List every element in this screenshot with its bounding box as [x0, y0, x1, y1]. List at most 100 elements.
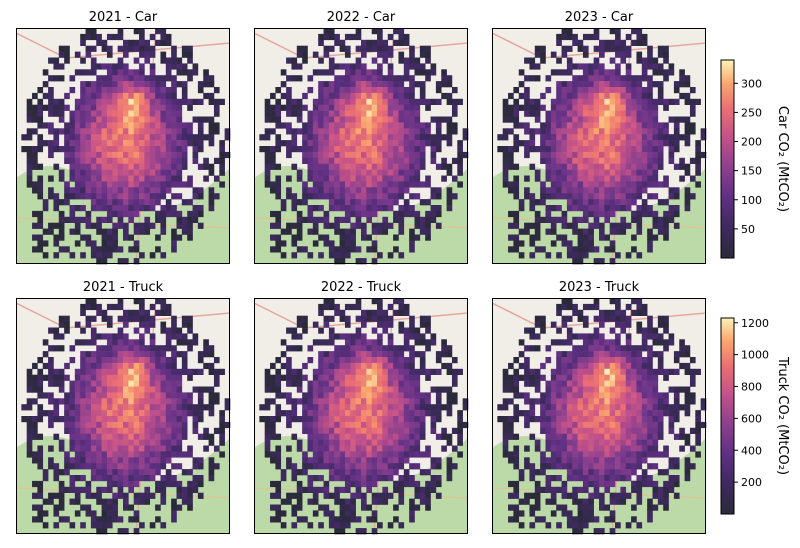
heatmap-cell [339, 486, 346, 493]
heatmap-cell [291, 398, 298, 405]
heatmap-cell [550, 222, 557, 229]
heatmap-cell [441, 427, 447, 434]
heatmap-cell [545, 87, 552, 94]
heatmap-cells [497, 298, 707, 535]
heatmap-cell [366, 216, 372, 223]
heatmap-cell [435, 140, 442, 147]
heatmap-cell [171, 463, 177, 470]
heatmap-cell [387, 33, 394, 41]
heatmap-cell [192, 140, 199, 147]
heatmap-cell [577, 75, 584, 82]
heatmap-cell [139, 87, 145, 94]
heatmap-cell [457, 410, 463, 417]
heatmap-cell [323, 504, 330, 511]
heatmap-cell [90, 69, 97, 76]
heatmap-cell [155, 39, 161, 46]
heatmap-cell [679, 386, 685, 393]
heatmap-cell [350, 228, 356, 235]
heatmap-cell [497, 416, 503, 423]
heatmap-cell [339, 134, 346, 141]
heatmap-cell [409, 321, 415, 328]
heatmap-cell [270, 92, 276, 100]
heatmap-cell [636, 427, 643, 434]
heatmap-cell [361, 45, 367, 52]
heatmap-cell [80, 252, 86, 259]
heatmap-cell [37, 163, 44, 170]
heatmap-cell [165, 205, 172, 212]
heatmap-cell [652, 404, 659, 411]
heatmap-cell [85, 339, 92, 346]
heatmap-cell [139, 439, 145, 446]
heatmap-cell [371, 104, 378, 111]
heatmap-cell [296, 386, 303, 393]
heatmap-cell [502, 98, 509, 105]
heatmap-cell [377, 104, 383, 111]
heatmap-cell [599, 416, 605, 423]
heatmap-cell [361, 193, 367, 200]
heatmap-cell [430, 187, 437, 194]
heatmap-cell [673, 163, 680, 170]
heatmap-cell [631, 392, 637, 399]
heatmap-cell [181, 222, 188, 229]
heatmap-cell [604, 427, 610, 434]
heatmap-cell [668, 116, 675, 123]
heatmap-cell [160, 392, 167, 399]
heatmap-cell [371, 439, 378, 446]
heatmap-cell [123, 228, 129, 235]
heatmap-cell [582, 87, 589, 94]
heatmap-cell [128, 157, 134, 164]
heatmap-cell [307, 439, 314, 446]
heatmap-cell [620, 205, 627, 212]
heatmap-cell [101, 63, 108, 70]
heatmap-cell [524, 327, 530, 334]
heatmap-cell [80, 128, 86, 135]
heatmap-cell [668, 333, 675, 340]
heatmap-cell [604, 351, 610, 358]
heatmap-cell [171, 205, 177, 212]
heatmap-cell [106, 498, 113, 505]
heatmap-cell [48, 128, 54, 135]
heatmap-cell [264, 151, 271, 159]
heatmap-cell [280, 362, 287, 370]
heatmap-cell [219, 439, 225, 446]
heatmap-cell [155, 87, 161, 94]
heatmap-cell [620, 39, 627, 46]
heatmap-cell [419, 392, 426, 399]
heatmap-cell [85, 51, 92, 58]
heatmap-cell [42, 374, 49, 381]
heatmap-cell [545, 433, 552, 440]
heatmap-cell [64, 51, 70, 58]
heatmap-cell [80, 57, 86, 64]
heatmap-cell [160, 404, 167, 411]
heatmap-cell [219, 416, 225, 423]
heatmap-cell [53, 199, 60, 206]
heatmap-cell [361, 104, 367, 111]
heatmap-cell [419, 134, 426, 141]
heatmap-cell [382, 216, 389, 223]
heatmap-cell [561, 404, 568, 411]
heatmap-cell [133, 457, 140, 464]
heatmap-cell [192, 193, 199, 200]
heatmap-cell [518, 362, 525, 370]
heatmap-cell [339, 157, 346, 164]
heatmap-cell [106, 92, 113, 100]
heatmap-cell [101, 427, 108, 434]
heatmap-cell [181, 51, 188, 58]
heatmap-cell [286, 122, 292, 129]
heatmap-cell [403, 140, 410, 147]
heatmap-cell [430, 134, 437, 141]
heatmap-cell [32, 151, 38, 159]
heatmap-cell [350, 92, 356, 100]
heatmap-cell [641, 303, 648, 311]
heatmap-cell [355, 398, 362, 405]
heatmap-cell [312, 339, 319, 346]
heatmap-cell [350, 175, 356, 182]
heatmap-cell [171, 398, 177, 405]
heatmap-cell [377, 475, 383, 482]
heatmap-cell [187, 469, 193, 476]
heatmap-cell [620, 92, 627, 100]
heatmap-cell [625, 128, 632, 135]
heatmap-cell [90, 398, 97, 405]
heatmap-cell [398, 486, 405, 493]
heatmap-cell [69, 345, 76, 352]
